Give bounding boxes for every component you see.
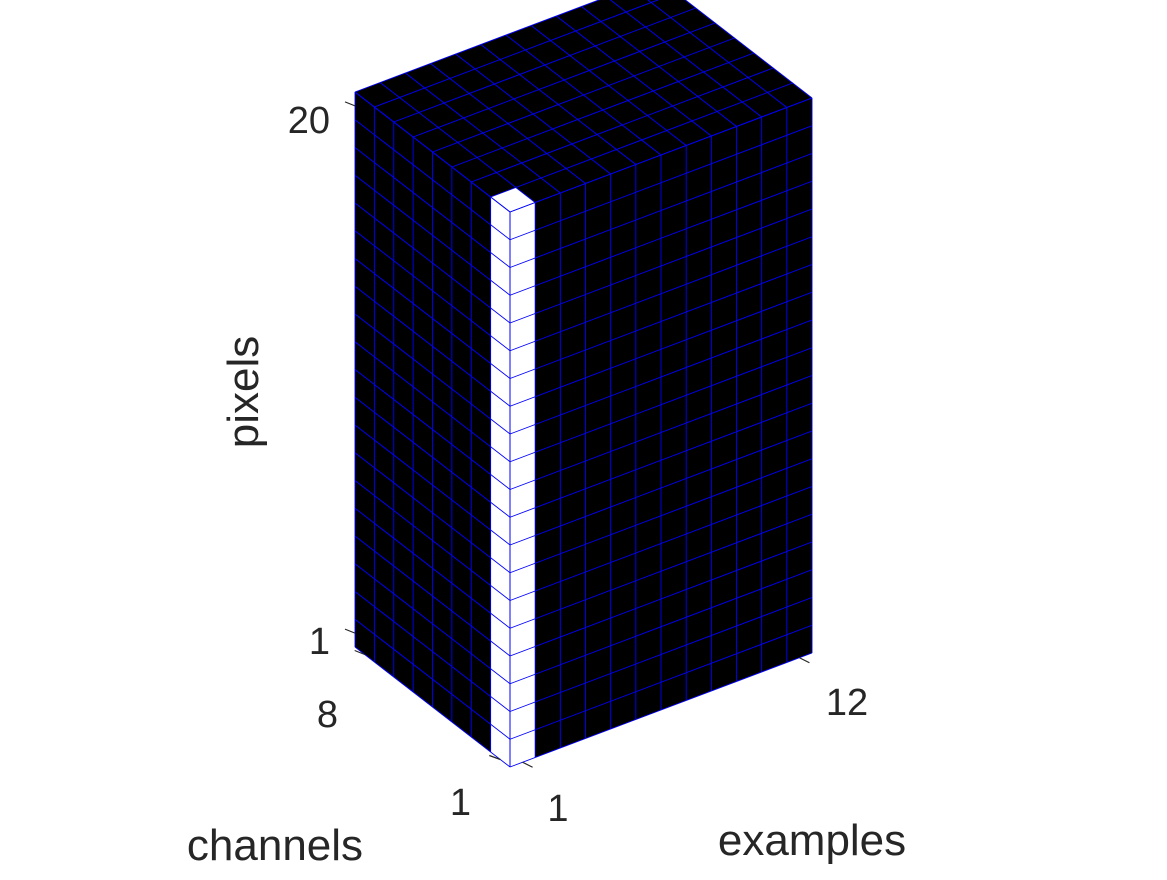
grid-line bbox=[354, 618, 511, 740]
top-face-highlight bbox=[490, 187, 536, 212]
grid-line bbox=[412, 22, 716, 138]
grid-line bbox=[393, 7, 696, 123]
grid-line bbox=[354, 535, 511, 657]
grid-line bbox=[354, 480, 511, 601]
grid-line bbox=[354, 174, 511, 296]
grid-line bbox=[509, 569, 813, 685]
grid-line bbox=[509, 597, 813, 712]
grid-line bbox=[354, 507, 511, 629]
tick-mark bbox=[344, 628, 356, 634]
grid-line bbox=[509, 153, 813, 268]
grid-line bbox=[509, 236, 813, 352]
tick-mark bbox=[489, 754, 501, 761]
tick-mark bbox=[522, 761, 533, 768]
tick-mark bbox=[344, 101, 356, 107]
grid-line bbox=[509, 291, 813, 407]
grid-line bbox=[471, 67, 774, 183]
y-tick-label-max: 8 bbox=[317, 694, 338, 736]
grid-line bbox=[354, 646, 511, 768]
grid-line bbox=[509, 264, 813, 379]
tick-mark bbox=[799, 657, 810, 664]
grid-line bbox=[490, 82, 793, 198]
grid-line bbox=[509, 652, 813, 768]
grid-line bbox=[451, 52, 755, 168]
voxel-grid-lines bbox=[354, 0, 813, 768]
y-axis-label: channels bbox=[187, 821, 363, 870]
grid-line bbox=[509, 541, 813, 657]
grid-line bbox=[509, 458, 813, 574]
grid-line bbox=[354, 202, 511, 324]
grid-line bbox=[509, 347, 813, 463]
grid-line bbox=[354, 341, 511, 463]
axis-tick-marks bbox=[344, 101, 810, 768]
grid-line bbox=[354, 119, 511, 241]
grid-line bbox=[509, 125, 813, 241]
grid-line bbox=[354, 369, 511, 490]
grid-line bbox=[509, 319, 813, 435]
grid-line bbox=[354, 147, 511, 268]
grid-line bbox=[354, 0, 600, 93]
grid-line bbox=[354, 424, 511, 546]
grid-line bbox=[509, 180, 813, 296]
tick-mark bbox=[354, 649, 365, 656]
grid-line bbox=[509, 375, 813, 490]
grid-line bbox=[509, 402, 813, 518]
x-axis-label: examples bbox=[718, 816, 906, 865]
grid-line bbox=[354, 258, 511, 379]
grid-line bbox=[432, 37, 735, 153]
grid-line bbox=[354, 230, 511, 352]
top-face bbox=[355, 0, 812, 212]
z-axis-label: pixels bbox=[219, 336, 268, 449]
grid-line bbox=[374, 0, 660, 108]
grid-line bbox=[354, 452, 511, 574]
grid-line bbox=[354, 563, 511, 685]
x-tick-label-min: 1 bbox=[547, 788, 568, 830]
grid-line bbox=[509, 513, 813, 629]
grid-line bbox=[509, 208, 813, 324]
grid-line bbox=[509, 430, 813, 546]
grid-line bbox=[354, 396, 511, 518]
y-tick-label-min: 1 bbox=[450, 782, 471, 824]
grid-line bbox=[509, 486, 813, 601]
grid-line bbox=[354, 285, 511, 407]
grid-line bbox=[509, 97, 813, 213]
z-tick-label-max: 20 bbox=[288, 100, 330, 142]
x-tick-label-max: 12 bbox=[826, 682, 868, 724]
grid-line bbox=[354, 591, 511, 712]
z-tick-label-min: 1 bbox=[309, 621, 330, 663]
grid-line bbox=[354, 313, 511, 435]
grid-line bbox=[509, 624, 813, 740]
cube-faces bbox=[355, 0, 812, 767]
